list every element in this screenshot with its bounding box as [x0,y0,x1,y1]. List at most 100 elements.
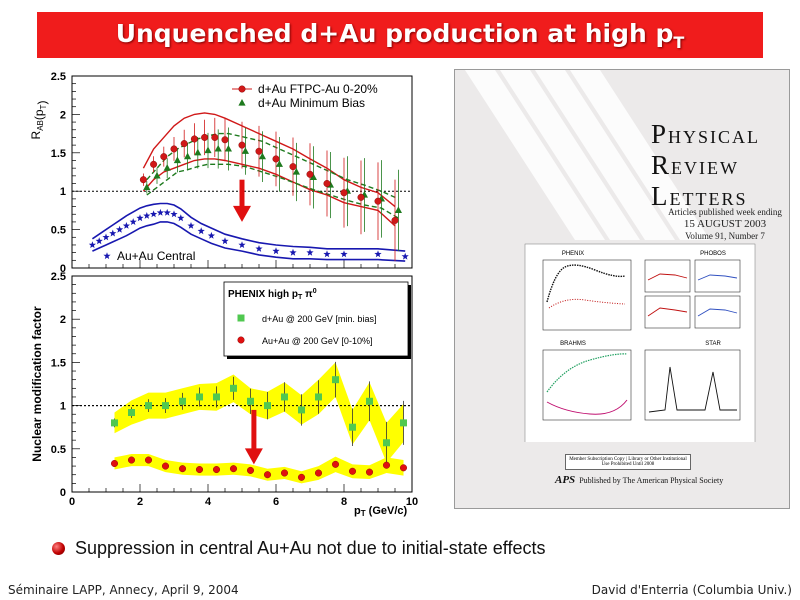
dau-minbias-point [281,393,288,401]
auau-central-point [116,225,124,233]
y-tick-label: 0 [60,487,66,499]
auau-band-upper [91,202,406,252]
journal-cap-3: L [651,181,670,211]
dau-minbias-point [241,147,249,154]
aps-logo-mark: APS [555,474,576,486]
dau-minbias-point [394,206,402,213]
legend-label-auau: Au+Au @ 200 GeV [0-10%] [262,336,372,346]
dau-minbias-point [275,160,283,167]
legend-shadow [227,356,411,359]
auau-central-point [289,248,297,256]
dau-minbias-point [194,148,202,156]
legend-label-auau-central: Au+Au Central [117,249,195,263]
dau-central-point [289,163,297,171]
journal-word-3: ETTERS [669,189,748,209]
auau-central-point [170,210,178,218]
legend-title-part: 0 [313,288,317,295]
y-axis-label-part: R [29,130,43,139]
slide-title-bar: Unquenched d+Au production at high pT [37,12,763,58]
journal-title: PHYSICAL REVIEW LETTERS [651,120,760,213]
auau-central-point [109,229,117,237]
auau-central-point [143,212,151,219]
dau-minbias-point [214,144,222,152]
auau-central-point [272,247,280,255]
dau-minbias-point [204,146,212,154]
dau-minbias-point [163,164,171,171]
legend-shadow [408,285,411,359]
legend-marker-dau [237,314,245,322]
dau-minbias-point [153,171,161,179]
auau-central-point [315,469,323,477]
auau-central-point [374,250,382,258]
y-axis-label-part: T [39,104,48,109]
dau-minbias-point [179,397,186,405]
dau-minbias-point [111,419,118,427]
dau-minbias-point [173,156,181,164]
legend-marker-auau-central [103,252,111,260]
legend-title-part: PHENIX high p [228,289,298,300]
publisher-text: Published by The American Physical Socie… [579,476,724,485]
cover-stripes [465,70,710,240]
auau-central-point [127,456,135,464]
publisher-line: APS Published by The American Physical So… [555,474,723,486]
auau-central-point [88,241,96,248]
auau-central-point [129,218,137,225]
dau-minbias-point [332,376,339,384]
auau-central-point [150,210,158,218]
dau-minbias-point [230,384,237,392]
journal-cap-2: R [651,150,672,180]
dau-minbias-point [224,144,232,152]
dau-central-point [255,147,263,155]
dau-minbias-point [298,406,305,414]
x-tick-label: 4 [205,496,212,508]
dau-central-point [391,216,399,224]
dau-central-point [238,141,246,149]
plot-frame [71,75,413,269]
journal-word-1: HYSICAL [668,127,761,147]
slide-title-text: Unquenched d+Au production at high p [115,18,674,48]
auau-central-point [298,473,306,481]
auau-central-point [95,237,103,245]
x-axis-label-part: (GeV/c) [366,505,408,517]
auau-central-point [366,468,374,476]
dau-central-point [201,133,209,141]
y-tick-label: 2.5 [51,71,66,83]
auau-central-point [122,222,130,229]
auau-central-point [156,208,164,216]
legend-marker-dau-minbias [238,99,246,106]
y-axis-label-part: (p [32,109,46,120]
dau-minbias-point [213,393,220,401]
legend-marker-dau-central [238,85,246,93]
dau-syst-band [114,362,404,463]
auau-central-point [177,214,185,222]
dau-minbias-point [247,397,254,405]
y-tick-label: 1 [60,401,66,413]
legend-title-part: π [302,289,313,300]
x-axis-label: pT (GeV/c) [354,505,408,518]
y-tick-label: 1.5 [51,357,66,369]
bullet-text: Suppression in central Au+Au not due to … [75,538,546,558]
dau-central-point [150,160,158,168]
auau-central-point [349,467,357,475]
dau-minbias-point [292,168,300,175]
y-axis-label-rab: RAB(pT) [29,101,49,140]
footer-right: David d'Enterria (Columbia Univ.) [591,583,792,597]
y-tick-label: 2.5 [51,271,66,283]
auau-central-point [187,222,195,229]
y-axis-label-part: ) [35,101,49,105]
dau-minbias-point [145,402,152,410]
auau-central-point [195,466,203,474]
auau-central-point [264,471,272,479]
slide-title: Unquenched d+Au production at high pT [116,19,685,52]
dau-minbias-point [184,152,192,160]
y-tick-label: 0.5 [51,444,66,456]
dau-minbias-point [400,419,407,427]
dau-minbias-point [162,402,169,410]
dau-minbias-point [143,183,151,190]
auau-syst-band [114,454,404,484]
auau-central-point [161,462,169,470]
dau-minbias-point [128,409,135,417]
dau-central-point [306,170,314,178]
legend-label-dau: d+Au @ 200 GeV [min. bias] [262,314,376,324]
cover-figure: PHENIX PHOBOS BRAHMS STAR [524,243,756,442]
